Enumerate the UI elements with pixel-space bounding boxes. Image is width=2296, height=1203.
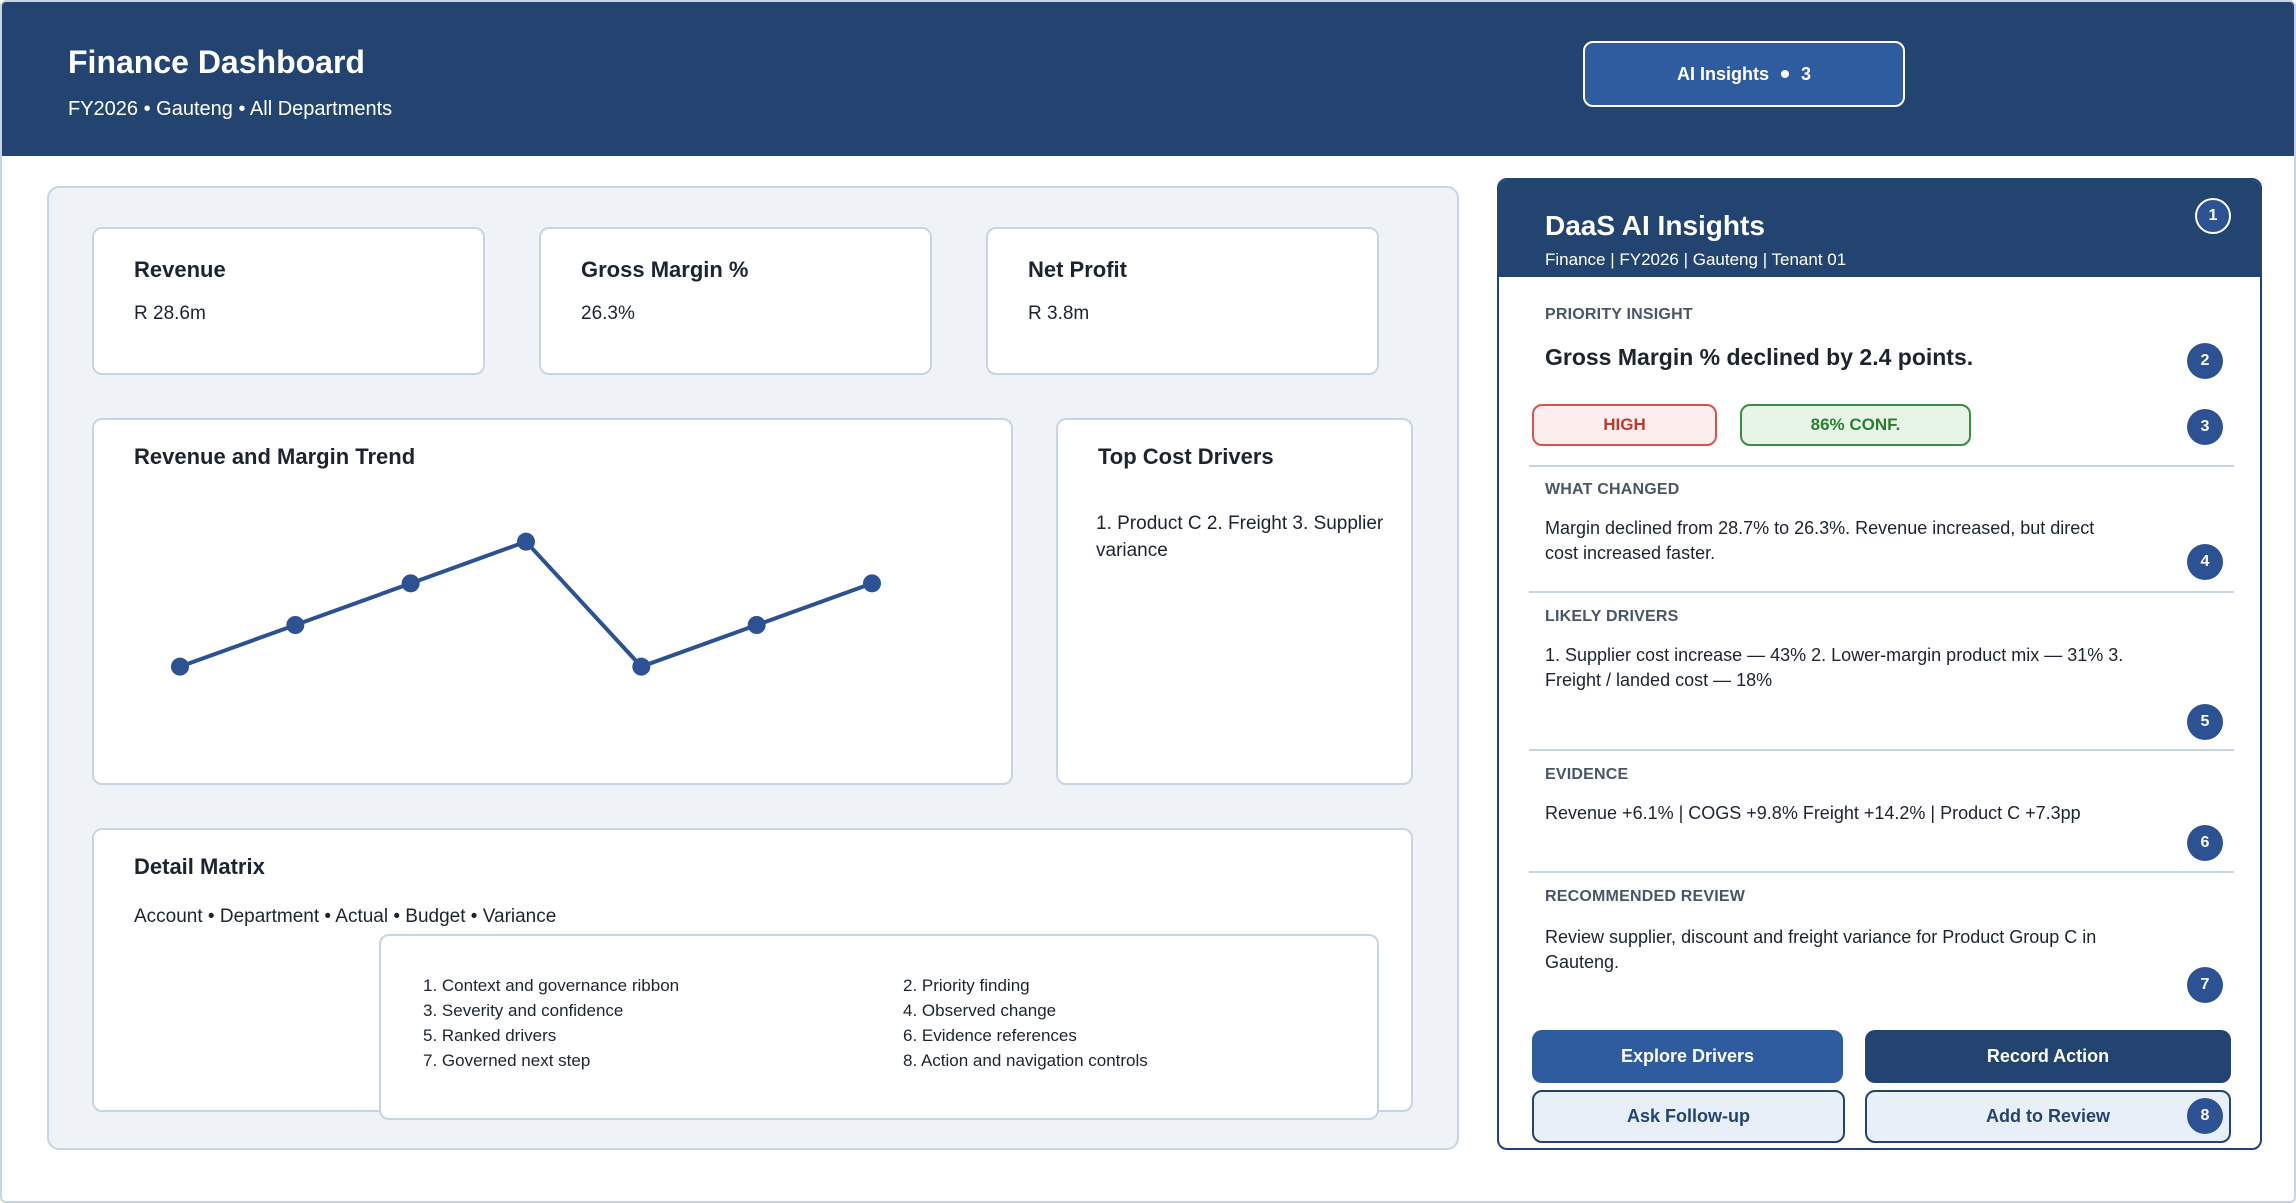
recommended-review-text: Review supplier, discount and freight va… [1545,927,2097,972]
marker-badge: 5 [2187,704,2223,740]
data-point[interactable] [747,616,766,634]
series-line [179,539,873,669]
what-changed-text: Margin declined from 28.7% to 26.3%. Rev… [1545,518,2095,563]
cost-drivers-title: Top Cost Drivers [1098,444,1274,469]
context-breadcrumb: FY2026 • Gauteng • All Departments [68,98,393,120]
kpi-value: R 3.8m [1028,303,1090,324]
kpi-value: R 28.6m [134,303,206,324]
priority-label: PRIORITY INSIGHT [1545,306,1693,323]
kpi-card-net-profit[interactable]: Net Profit R 3.8m [986,227,1379,375]
section-divider [1529,871,2234,873]
cost-drivers-list: 1. Product C 2. Freight 3. Supplier vari… [1096,513,1384,561]
marker-badge: 2 [2187,343,2223,379]
panel-header: DaaS AI Insights Finance | FY2026 | Gaut… [1499,180,2260,277]
section-divider [1529,591,2234,593]
annotation-legend: 1. Context and governance ribbon 2. Prio… [379,934,1379,1120]
trend-chart-card: Revenue and Margin Trend [92,418,1013,785]
recommended-review-label: RECOMMENDED REVIEW [1545,888,1746,905]
marker-badge: 6 [2187,825,2223,861]
marker-badge: 7 [2187,967,2223,1003]
ai-insights-panel: DaaS AI Insights Finance | FY2026 | Gaut… [1497,178,2262,1150]
what-changed-label: WHAT CHANGED [1545,481,1680,498]
kpi-title: Revenue [134,257,226,282]
severity-badge: HIGH [1532,404,1717,446]
legend-item: 3. Severity and confidence [423,1001,624,1020]
marker-badge: 4 [2187,544,2223,580]
kpi-card-gross-margin[interactable]: Gross Margin % 26.3% [539,227,932,375]
marker-badge: 3 [2187,409,2223,445]
data-point[interactable] [401,574,420,593]
legend-item: 8. Action and navigation controls [903,1051,1148,1070]
legend-item: 2. Priority finding [903,976,1030,995]
ask-follow-up-button[interactable]: Ask Follow-up [1532,1090,1845,1143]
likely-drivers-label: LIKELY DRIVERS [1545,608,1679,625]
bullet-icon [1781,70,1789,78]
cost-drivers-card: Top Cost Drivers 1. Product C 2. Freight… [1056,418,1413,785]
record-action-button[interactable]: Record Action [1865,1030,2231,1083]
evidence-text: Revenue +6.1% | COGS +9.8% Freight +14.2… [1545,803,2081,823]
kpi-title: Net Profit [1028,257,1127,282]
evidence-label: EVIDENCE [1545,766,1629,783]
trend-chart-title: Revenue and Margin Trend [134,444,416,469]
priority-finding: Gross Margin % declined by 2.4 points. [1545,344,1974,370]
kpi-title: Gross Margin % [581,257,749,282]
ai-insights-button[interactable]: AI Insights 3 [1583,41,1905,107]
confidence-badge: 86% CONF. [1740,404,1971,446]
data-point[interactable] [863,574,881,593]
legend-item: 6. Evidence references [903,1026,1077,1045]
ai-insights-count: 3 [1801,63,1812,84]
top-header: Finance Dashboard FY2026 • Gauteng • All… [2,2,2294,156]
kpi-value: 26.3% [581,303,635,324]
marker-badge: 8 [2187,1098,2223,1134]
section-divider [1529,749,2234,751]
data-point[interactable] [517,532,535,551]
add-to-review-button[interactable]: Add to Review [1865,1090,2231,1143]
kpi-card-revenue[interactable]: Revenue R 28.6m [92,227,485,375]
trend-line-chart [171,532,881,676]
data-point[interactable] [286,616,305,634]
page-title: Finance Dashboard [68,44,365,80]
likely-drivers-text: 1. Supplier cost increase — 43% 2. Lower… [1545,645,2124,690]
governance-ribbon: Finance | FY2026 | Gauteng | Tenant 01 [1545,250,1847,269]
explore-drivers-button[interactable]: Explore Drivers [1532,1030,1843,1083]
detail-matrix-title: Detail Matrix [134,854,265,879]
section-divider [1529,465,2234,467]
panel-title: DaaS AI Insights [1545,210,1765,241]
legend-item: 4. Observed change [903,1001,1057,1020]
ai-insights-label: AI Insights [1676,63,1769,84]
data-point[interactable] [171,657,189,676]
legend-item: 7. Governed next step [423,1051,591,1070]
data-point[interactable] [632,657,651,676]
legend-item: 1. Context and governance ribbon [423,976,680,995]
legend-item: 5. Ranked drivers [423,1026,557,1045]
marker-badge: 1 [2195,198,2231,234]
detail-matrix-columns: Account • Department • Actual • Budget •… [134,906,557,927]
